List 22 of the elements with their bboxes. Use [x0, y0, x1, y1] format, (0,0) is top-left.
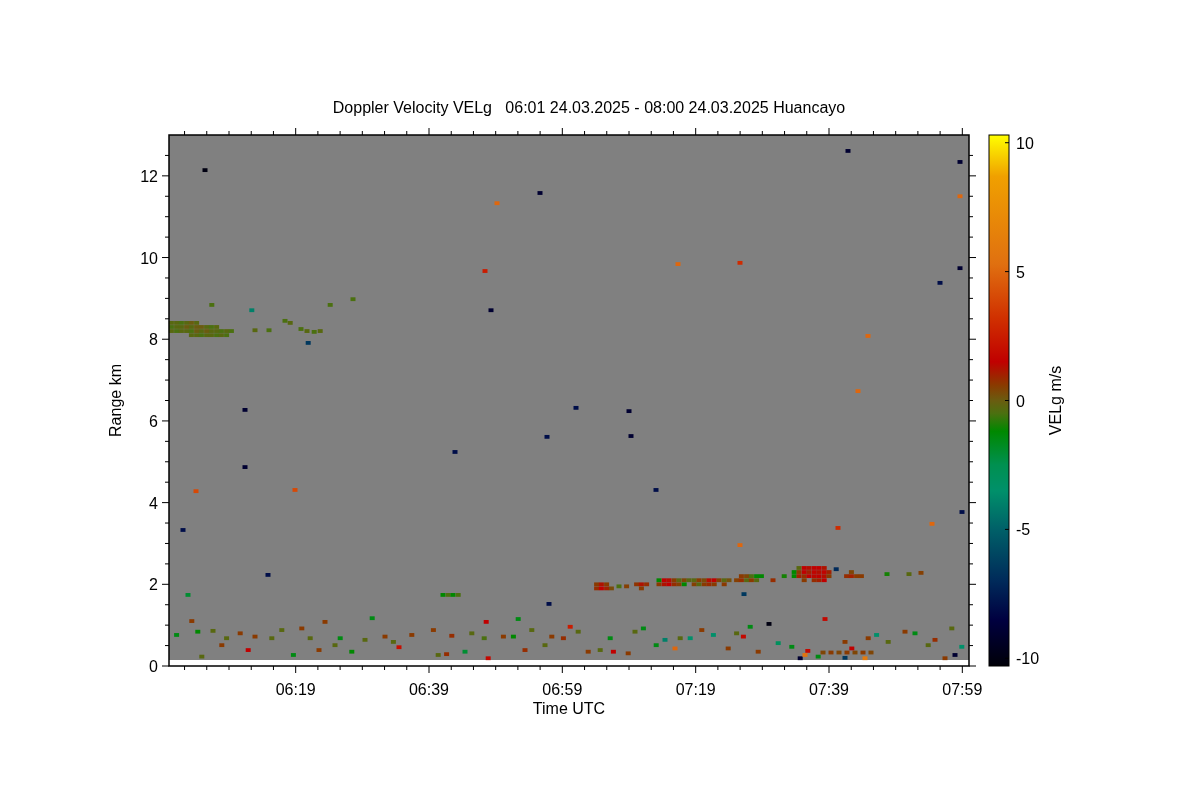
y-tick-label: 0: [149, 658, 159, 675]
y-tick-label: 2: [149, 576, 159, 594]
x-tick-label: 06:19: [275, 681, 316, 698]
color-bar-label: -10: [1016, 650, 1040, 668]
y-tick-label: 8: [149, 331, 159, 349]
x-tick-label: 07:39: [808, 681, 850, 698]
x-tick-label: 06:39: [408, 681, 450, 698]
color-bar-label: 10: [1016, 134, 1034, 152]
y-tick-label: 4: [149, 494, 159, 512]
x-axis-title: Time UTC: [532, 700, 606, 717]
y-tick-label: 6: [149, 412, 159, 430]
color-bar-label: 0: [1016, 392, 1025, 410]
color-bar-label: 5: [1016, 263, 1025, 281]
color-bar-label: -5: [1016, 521, 1031, 539]
chart-title: Doppler Velocity VELg 06:01 24.03.2025 - 08:00 24.03.2025 Huancayo: [332, 99, 846, 116]
color-bar-title: VELg m/s: [1047, 365, 1064, 436]
x-tick-label: 06:59: [542, 681, 583, 698]
y-axis-title: Range km: [107, 364, 124, 437]
x-tick-label: 07:59: [942, 681, 983, 698]
y-tick-label: 10: [140, 249, 159, 267]
x-tick-label: 07:19: [675, 681, 716, 698]
y-tick-label: 12: [140, 167, 159, 185]
